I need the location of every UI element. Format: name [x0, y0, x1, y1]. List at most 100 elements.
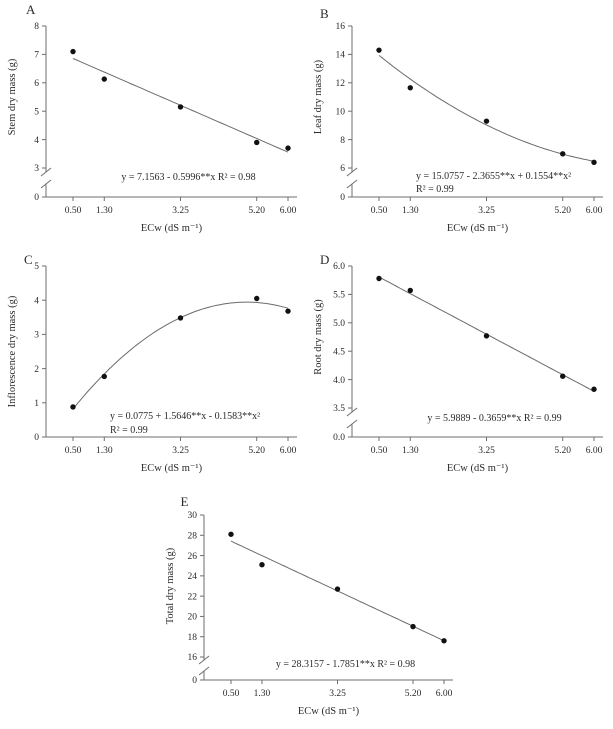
panel-E: E 16 18 20 22 24 26 28 30 0 0.50 1.30 3.25 5.20 6.00 E… [117, 490, 497, 729]
x-tick-label: 3.25 [478, 206, 495, 216]
x-tick-label: 3.25 [172, 206, 189, 216]
x-tick-label: 1.30 [402, 206, 419, 216]
y-tick-label: 26 [187, 552, 197, 562]
y-tick-label: 5 [34, 262, 39, 272]
y-axis-title: Root dry mass (g) [313, 299, 324, 375]
y-tick-label: 20 [187, 613, 197, 623]
x-tick-label: 6.00 [586, 446, 603, 456]
y-origin-label: 0 [34, 193, 39, 203]
x-tick-label: 6.00 [435, 689, 452, 699]
data-point [483, 333, 490, 339]
equation-text: y = 28.3157 - 1.7851**x R² = 0.98 [275, 659, 414, 670]
x-tick-label: 1.30 [253, 689, 270, 699]
data-point [258, 562, 265, 568]
y-tick-label: 3.5 [333, 404, 345, 414]
y-tick-label: 16 [336, 22, 346, 32]
figure-row-2: C 0 1 2 3 4 5 0.50 1.30 3.25 5.20 6.00 ECw (dS m⁻¹)… [0, 240, 613, 490]
axes [346, 265, 603, 441]
y-tick-label: 3 [34, 331, 39, 341]
y-axis-title: Leaf dry mass (g) [313, 59, 324, 134]
equation-text: y = 0.0775 + 1.5646**x - 0.1583**x² [110, 411, 260, 422]
y-tick-label: 18 [187, 633, 197, 643]
y-tick-label: 22 [187, 592, 197, 602]
x-axis-title: ECw (dS m⁻¹) [447, 463, 509, 474]
data-point [285, 308, 291, 314]
x-tick-label: 0.50 [65, 446, 82, 456]
axis-break-mark [40, 167, 52, 177]
x-tick-label: 1.30 [402, 446, 419, 456]
equation-text: R² = 0.99 [416, 184, 454, 195]
data-point [70, 48, 76, 55]
y-tick-label: 8 [34, 22, 39, 32]
data-point [334, 586, 340, 592]
y-origin-label: 0.0 [333, 433, 345, 443]
panel-D-plot: 3.5 4.0 4.5 5.0 5.5 6.0 0.0 0.50 1.30 3.25 5.20 6.0… [313, 262, 603, 474]
axis-break-mark [346, 419, 358, 429]
equation-text: y = 15.0757 - 2.3655**x + 0.1554**x² [416, 171, 571, 182]
panel-A-letter: A [26, 2, 36, 17]
x-tick-label: 3.25 [172, 446, 189, 456]
y-tick-label: 10 [336, 107, 346, 117]
y-axis-title: Stem dry mass (g) [7, 58, 18, 135]
axis-break-mark [346, 179, 358, 189]
equation-text: R² = 0.99 [110, 425, 148, 436]
figure-row-1: A 3 4 5 6 7 8 0 0.50 1.30 3.25 5.20 6.00 ECw (dS m⁻¹… [0, 0, 613, 240]
x-axis-title: ECw (dS m⁻¹) [141, 463, 203, 474]
panel-D: D 3.5 4.0 4.5 5.0 5.5 6.0 0.0 0.50 1.30 3.25 5.20 6… [306, 240, 613, 490]
y-axis-title: Total dry mass (g) [165, 547, 176, 624]
y-tick-label: 24 [187, 572, 197, 582]
y-tick-label: 30 [187, 511, 197, 521]
y-origin-label: 0 [192, 676, 197, 686]
y-tick-label: 7 [34, 51, 39, 61]
data-point [177, 104, 184, 110]
x-tick-label: 6.00 [280, 446, 297, 456]
y-tick-label: 4 [34, 136, 39, 146]
panel-B-plot: 6 8 10 12 14 16 0 0.50 1.30 3.25 5.20 6.00 ECw (dS m… [313, 22, 603, 234]
panel-C-letter: C [24, 252, 33, 267]
data-point [407, 85, 413, 91]
data-point [376, 275, 382, 282]
y-tick-label: 16 [187, 653, 197, 663]
x-tick-label: 1.30 [96, 206, 113, 216]
data-point [440, 638, 447, 644]
data-point [376, 47, 382, 53]
y-tick-label: 5.5 [333, 291, 345, 301]
x-axis-title: ECw (dS m⁻¹) [297, 706, 359, 717]
x-tick-label: 3.25 [329, 689, 346, 699]
y-axis-title: Inflorescence dry mass (g) [7, 295, 18, 407]
y-tick-label: 4.0 [333, 376, 345, 386]
x-tick-label: 3.25 [478, 446, 495, 456]
x-tick-label: 1.30 [96, 446, 113, 456]
x-tick-label: 0.50 [222, 689, 239, 699]
x-axis-title: ECw (dS m⁻¹) [447, 223, 509, 234]
y-tick-label: 28 [187, 531, 197, 541]
y-tick-label: 6 [34, 79, 39, 89]
panel-B-letter: B [320, 6, 329, 21]
axes [198, 514, 453, 684]
y-tick-label: 1 [34, 399, 39, 409]
x-tick-label: 5.20 [554, 206, 571, 216]
data-point [591, 386, 597, 392]
y-tick-label: 14 [336, 51, 346, 61]
data-point [560, 151, 566, 157]
x-axis-title: ECw (dS m⁻¹) [141, 223, 203, 234]
x-tick-label: 5.20 [404, 689, 421, 699]
y-tick-label: 4.5 [333, 347, 345, 357]
data-point [591, 159, 597, 166]
data-point [483, 118, 490, 124]
y-tick-label: 12 [336, 79, 346, 89]
axes [42, 265, 297, 441]
y-tick-label: 5.0 [333, 319, 345, 329]
equation-text: y = 7.1563 - 0.5996**x R² = 0.98 [121, 172, 255, 183]
data-point [409, 623, 416, 630]
panel-A: A 3 4 5 6 7 8 0 0.50 1.30 3.25 5.20 6.00 ECw (dS m⁻¹… [0, 0, 306, 240]
x-tick-label: 5.20 [248, 206, 265, 216]
panel-A-plot: 3 4 5 6 7 8 0 0.50 1.30 3.25 5.20 6.00 ECw (dS m⁻¹) S… [7, 22, 297, 234]
x-tick-label: 0.50 [371, 206, 388, 216]
fit-line [378, 55, 595, 162]
x-tick-label: 6.00 [280, 206, 297, 216]
data-point [254, 295, 260, 302]
y-tick-label: 4 [34, 296, 39, 306]
axis-break-mark [198, 666, 209, 676]
